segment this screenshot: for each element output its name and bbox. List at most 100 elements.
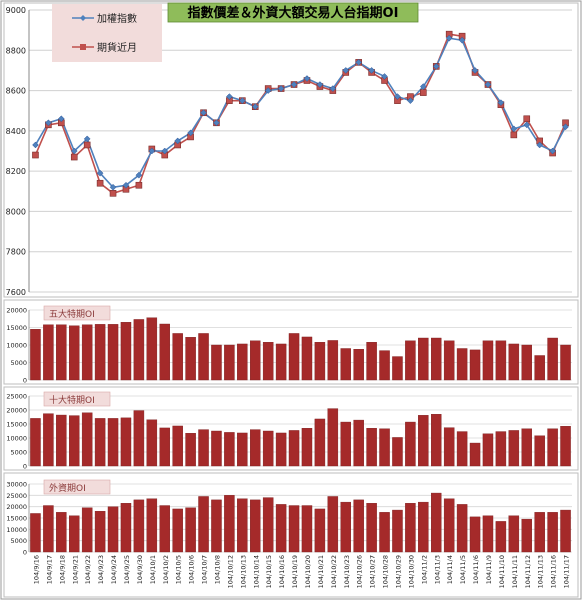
bar [431,337,442,381]
point-index [32,141,39,149]
x-tick-label: 104/11/3 [433,555,441,584]
legend-marker-futures [80,44,86,50]
bar [107,418,119,467]
point-index [549,147,556,155]
bar [198,496,209,553]
bar-panel-3: 0 5000 10000 15000 20000 25000 30000 外資期OI [3,472,579,598]
bar [185,507,196,553]
bar [120,503,132,553]
legend-label: 十大特期OI [49,394,95,406]
y-tick-label: 8400 [6,127,26,136]
bar [443,427,455,467]
x-tick-label: 104/10/30 [407,555,415,588]
bar [301,505,313,553]
point-index [497,99,505,107]
legend-box [43,391,111,407]
bar [224,432,235,467]
bar [211,344,222,381]
point-index [510,125,518,133]
bar [547,512,558,553]
bar [107,324,119,381]
bar [521,518,532,553]
bar [172,425,183,467]
y-tick-label: 5000 [10,537,27,545]
bar [224,495,235,553]
bar [262,342,274,381]
bar [521,344,532,381]
bar [405,421,416,467]
x-tick-label: 104/10/13 [239,555,247,588]
bar [327,340,339,381]
bar [262,430,274,467]
bar [340,421,351,467]
bar [534,512,545,553]
bar [431,414,442,467]
bar [327,496,339,553]
x-tick-label: 104/9/25 [123,555,131,584]
x-tick-label: 104/11/2 [420,555,428,584]
point-index [264,87,272,94]
y-tick-label: 9000 [6,6,26,15]
bar [146,498,158,553]
bar [81,412,93,467]
bar [288,505,300,553]
point-index [329,85,337,92]
bar [314,418,326,467]
y-tick-label: 15000 [6,515,27,523]
bar [405,340,416,381]
legend-box [52,4,162,62]
point-index [200,109,207,117]
bar [133,410,145,467]
point-index [381,73,388,80]
bar [43,413,54,467]
bar [120,417,132,467]
y-tick-label: 8000 [6,207,26,216]
y-tick-label: 30000 [6,481,27,489]
x-tick-label: 104/9/18 [58,555,66,584]
bar [159,427,170,467]
bar [43,324,54,381]
bar [534,435,545,467]
point-futures [83,141,91,149]
x-tick-label: 104/9/17 [45,555,53,584]
x-tick-label: 104/9/21 [71,555,79,584]
bar [237,498,248,553]
bar [366,428,377,467]
bar [30,513,41,553]
point-index [83,135,91,143]
bar [379,350,390,381]
bar [250,340,261,381]
point-index [135,171,143,179]
x-tick-label: 104/11/12 [524,555,532,588]
bar [198,429,209,467]
bar [69,325,80,381]
x-tick-label: 104/10/20 [304,555,312,588]
x-tick-label: 104/11/6 [472,555,480,584]
y-tick-label: 25000 [6,492,27,500]
y-tick-label: 10000 [6,435,27,443]
x-tick-label: 104/11/4 [446,555,454,584]
bar [353,419,364,467]
bar [301,336,313,381]
bar [81,324,93,381]
bar [340,348,351,381]
point-index [407,97,414,104]
bar [224,344,235,381]
bar [314,508,326,553]
bar [159,505,170,553]
legend-box [43,305,111,321]
bar [547,337,558,381]
point-index [213,119,220,127]
point-index [342,67,350,74]
bar [198,333,209,381]
y-tick-label: 25000 [6,393,27,401]
x-tick-label: 104/10/27 [369,555,377,588]
bar [43,505,54,553]
point-index [122,181,130,189]
bar [314,342,326,381]
point-index [394,93,401,100]
point-index [316,81,324,88]
bar [534,355,545,381]
